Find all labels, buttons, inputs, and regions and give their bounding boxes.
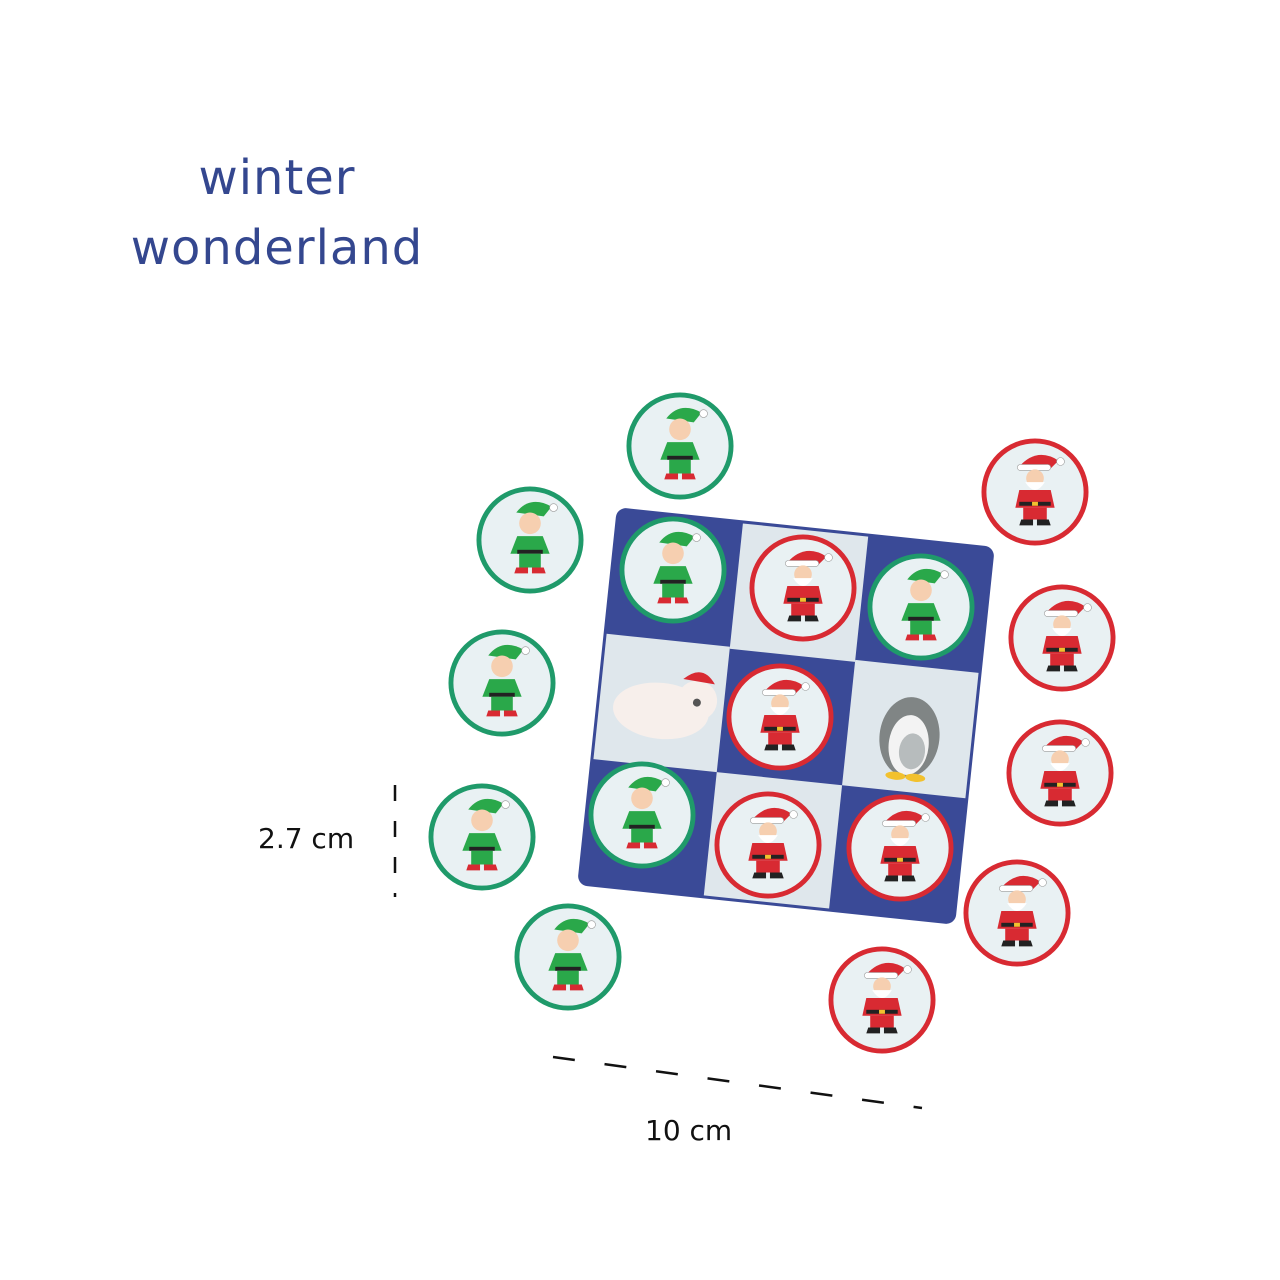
polar-bear-icon (613, 672, 718, 740)
santa-token[interactable] (729, 666, 831, 768)
santa-token[interactable] (984, 441, 1086, 543)
penguins-icon (879, 697, 940, 782)
title-line-2: wonderland (130, 220, 424, 276)
width-dimension-label: 10 cm (645, 1114, 733, 1147)
santa-token[interactable] (752, 537, 854, 639)
santa-token[interactable] (831, 949, 933, 1051)
elf-token[interactable] (517, 906, 619, 1008)
elf-token[interactable] (431, 786, 533, 888)
santa-token[interactable] (717, 794, 819, 896)
title-line-1: winter (198, 150, 356, 206)
width-dimension-line (552, 1055, 923, 1110)
santa-token[interactable] (1011, 587, 1113, 689)
height-dimension-label: 2.7 cm (258, 822, 355, 855)
elf-token[interactable] (622, 519, 724, 621)
elf-token[interactable] (629, 395, 731, 497)
santa-token[interactable] (1009, 722, 1111, 824)
santa-token[interactable] (966, 862, 1068, 964)
elf-token[interactable] (870, 556, 972, 658)
elf-token[interactable] (451, 632, 553, 734)
elf-token[interactable] (479, 489, 581, 591)
elf-token[interactable] (591, 764, 693, 866)
santa-token[interactable] (849, 797, 951, 899)
